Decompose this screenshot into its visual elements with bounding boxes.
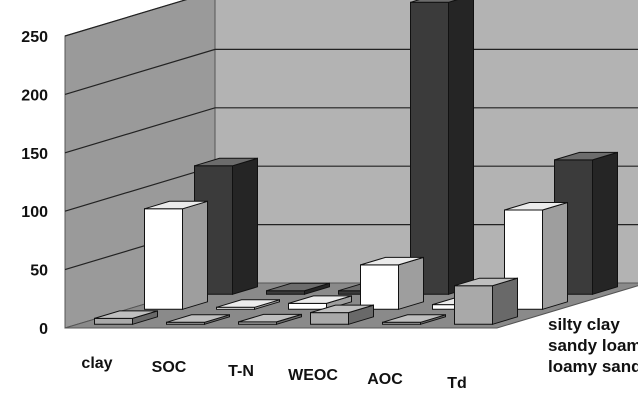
bar-front — [144, 208, 183, 310]
bar-front — [266, 290, 305, 295]
gridline — [64, 48, 638, 95]
category-label: WEOC — [288, 367, 338, 384]
bar-front — [288, 302, 327, 310]
bar-front — [310, 312, 349, 325]
bar-side — [592, 151, 618, 295]
category-label: SOC — [152, 359, 187, 376]
series-label: silty clay — [548, 315, 620, 334]
bar — [454, 277, 518, 325]
y-tick-label: 150 — [21, 146, 48, 163]
bar — [144, 200, 208, 310]
bar-top — [194, 157, 258, 167]
bars — [94, 0, 618, 325]
bar-top — [454, 277, 518, 287]
bar — [216, 299, 280, 310]
y-tick-label: 0 — [39, 321, 48, 338]
bar-top — [144, 200, 208, 210]
bar-side — [492, 277, 518, 325]
bar-front — [360, 264, 399, 310]
bar — [360, 256, 424, 310]
y-tick-label: 200 — [21, 87, 48, 104]
bar — [288, 295, 352, 310]
bar-top — [360, 256, 424, 266]
bar — [194, 157, 258, 295]
gridline — [64, 0, 188, 37]
bar-side — [232, 157, 258, 295]
bar-top — [310, 304, 374, 314]
bar-front — [94, 317, 133, 325]
bar-top — [266, 282, 330, 292]
y-axis-ticks: 0 50 100 150 200 250 — [21, 29, 48, 338]
bar-side — [542, 201, 568, 310]
bar — [266, 282, 330, 295]
bar-top — [94, 310, 158, 319]
bar-top — [166, 314, 230, 323]
bar-top — [288, 295, 352, 304]
bar — [166, 314, 230, 325]
bar-top — [554, 151, 618, 161]
bar-top — [410, 0, 458, 3]
category-labels: clay SOC T-N WEOC AOC Td — [81, 355, 466, 392]
y-tick-label: 100 — [21, 204, 48, 221]
y-tick-label: 250 — [21, 29, 48, 46]
bar — [238, 313, 302, 325]
bar-front — [410, 1, 449, 295]
y-tick-label: 50 — [30, 263, 48, 280]
bar — [410, 0, 474, 295]
category-label: clay — [81, 355, 112, 372]
bar-side — [398, 256, 424, 310]
bar-top — [504, 202, 568, 211]
gridline — [64, 107, 638, 154]
category-label: AOC — [367, 371, 403, 388]
category-label: T-N — [228, 363, 254, 380]
bar — [382, 314, 446, 325]
category-label: Td — [447, 375, 467, 392]
bar-top — [216, 299, 280, 308]
bar-side — [448, 0, 474, 295]
bar-top — [238, 313, 302, 323]
series-labels: loamy sand sandy loam silty clay — [548, 315, 638, 376]
bar-top — [382, 314, 446, 323]
bar — [94, 310, 158, 325]
bar-side — [182, 200, 208, 310]
bar — [310, 304, 374, 325]
series-label: loamy sand — [548, 357, 638, 376]
bar-front — [454, 285, 493, 325]
series-label: sandy loam — [548, 336, 638, 355]
